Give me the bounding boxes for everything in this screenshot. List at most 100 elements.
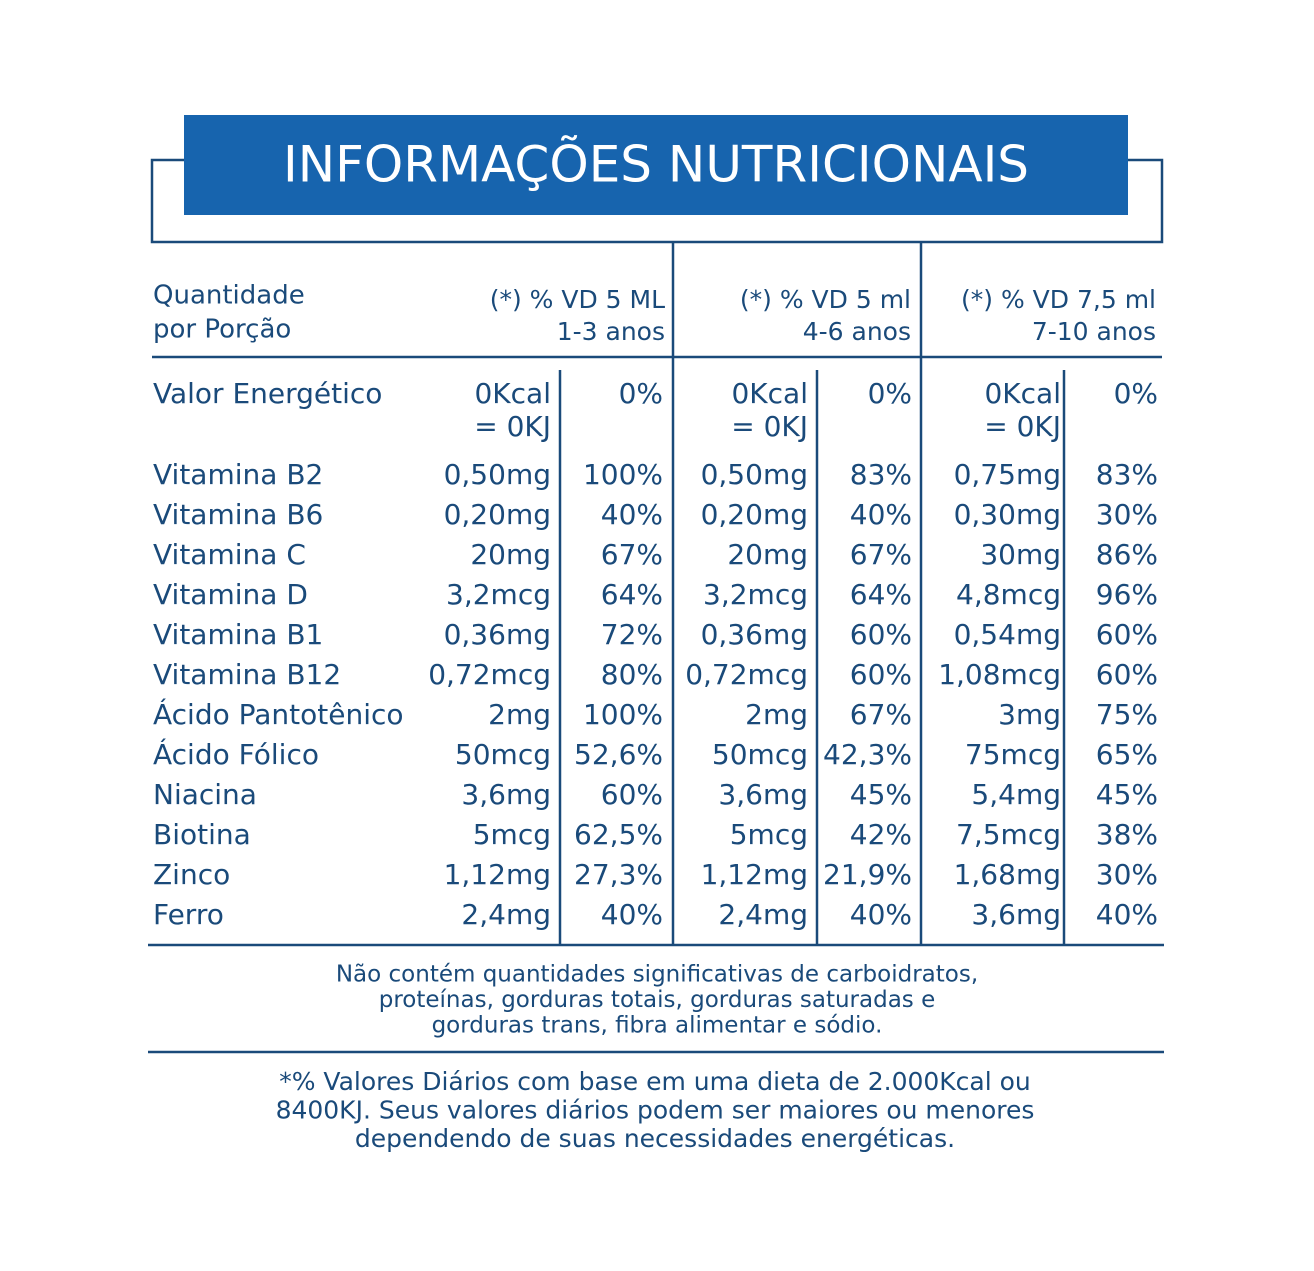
amount: 2,4mg <box>718 898 808 931</box>
daily-value: 0% <box>1114 377 1158 410</box>
nutrient-name: Zinco <box>153 858 230 891</box>
amount: 3,6mg <box>461 778 551 811</box>
amount: 50mcg <box>712 738 808 771</box>
column-header: (*) % VD 7,5 ml <box>961 285 1156 314</box>
column-header: 7-10 anos <box>1032 317 1156 346</box>
amount: = 0KJ <box>731 410 808 443</box>
amount: 3,6mg <box>971 898 1061 931</box>
amount: 3,6mg <box>718 778 808 811</box>
amount: 1,12mg <box>444 858 551 891</box>
amount: 2mg <box>745 698 808 731</box>
daily-value: 42,3% <box>823 738 912 771</box>
daily-value: 86% <box>1096 538 1158 571</box>
amount: 0,50mg <box>701 458 808 491</box>
amount: = 0KJ <box>984 410 1061 443</box>
amount: 0,54mg <box>954 618 1061 651</box>
daily-value: 45% <box>850 778 912 811</box>
daily-value: 60% <box>1096 618 1158 651</box>
daily-value: 96% <box>1096 578 1158 611</box>
amount: 0Kcal <box>474 377 551 410</box>
nutrient-name: Vitamina B2 <box>153 458 323 491</box>
amount: 1,08mcg <box>938 658 1061 691</box>
daily-value: 64% <box>601 578 663 611</box>
nutrient-name: Ferro <box>153 898 224 931</box>
daily-value: 40% <box>601 498 663 531</box>
daily-value: 60% <box>1096 658 1158 691</box>
amount: 0Kcal <box>731 377 808 410</box>
daily-value: 67% <box>850 538 912 571</box>
amount: 75mcg <box>965 738 1061 771</box>
amount: = 0KJ <box>474 410 551 443</box>
daily-value: 30% <box>1096 498 1158 531</box>
daily-value: 100% <box>583 458 663 491</box>
nutrient-name: Vitamina B1 <box>153 618 323 651</box>
amount: 0,50mg <box>444 458 551 491</box>
amount: 20mg <box>470 538 551 571</box>
daily-value: 75% <box>1096 698 1158 731</box>
daily-value: 67% <box>850 698 912 731</box>
amount: 3mg <box>998 698 1061 731</box>
amount: 20mg <box>727 538 808 571</box>
daily-value: 38% <box>1096 818 1158 851</box>
nutrient-name: Niacina <box>153 778 257 811</box>
amount: 0,72mcg <box>685 658 808 691</box>
column-header: 4-6 anos <box>803 317 911 346</box>
daily-value: 60% <box>850 618 912 651</box>
amount: 5,4mg <box>971 778 1061 811</box>
daily-value: 45% <box>1096 778 1158 811</box>
amount: 7,5mcg <box>956 818 1061 851</box>
daily-value: 83% <box>850 458 912 491</box>
amount: 0,20mg <box>444 498 551 531</box>
note: Não contém quantidades significativas de… <box>336 962 978 988</box>
nutrient-name: Ácido Fólico <box>153 737 319 771</box>
footnote: *% Valores Diários com base em uma dieta… <box>279 1067 1031 1096</box>
daily-value: 64% <box>850 578 912 611</box>
nutrient-name: Ácido Pantotênico <box>153 697 404 731</box>
nutrient-name: Vitamina D <box>153 578 308 611</box>
daily-value: 0% <box>619 377 663 410</box>
nutrient-name: Vitamina B6 <box>153 498 323 531</box>
nutrient-name: Biotina <box>153 818 251 851</box>
column-header: 1-3 anos <box>557 317 665 346</box>
nutrient-name: Valor Energético <box>153 377 382 410</box>
daily-value: 40% <box>850 498 912 531</box>
amount: 3,2mcg <box>446 578 551 611</box>
amount: 0,36mg <box>701 618 808 651</box>
amount: 1,68mg <box>954 858 1061 891</box>
daily-value: 30% <box>1096 858 1158 891</box>
amount: 0Kcal <box>984 377 1061 410</box>
header-label: Quantidade <box>153 281 305 311</box>
amount: 0,36mg <box>444 618 551 651</box>
amount: 0,20mg <box>701 498 808 531</box>
daily-value: 40% <box>601 898 663 931</box>
amount: 30mg <box>980 538 1061 571</box>
amount: 5mcg <box>730 818 808 851</box>
nutrient-name: Vitamina B12 <box>153 658 341 691</box>
daily-value: 60% <box>850 658 912 691</box>
amount: 0,72mcg <box>428 658 551 691</box>
amount: 4,8mcg <box>956 578 1061 611</box>
nutrient-name: Vitamina C <box>153 538 306 571</box>
column-header: (*) % VD 5 ML <box>490 285 665 314</box>
amount: 0,75mg <box>954 458 1061 491</box>
daily-value: 21,9% <box>823 858 912 891</box>
column-header: (*) % VD 5 ml <box>740 285 911 314</box>
daily-value: 62,5% <box>574 818 663 851</box>
frame <box>150 158 1164 244</box>
daily-value: 65% <box>1096 738 1158 771</box>
footnote: 8400KJ. Seus valores diários podem ser m… <box>276 1096 1035 1125</box>
amount: 2,4mg <box>461 898 551 931</box>
note: gorduras trans, fibra alimentar e sódio. <box>432 1013 883 1039</box>
daily-value: 83% <box>1096 458 1158 491</box>
daily-value: 42% <box>850 818 912 851</box>
daily-value: 40% <box>1096 898 1158 931</box>
amount: 3,2mcg <box>703 578 808 611</box>
daily-value: 52,6% <box>574 738 663 771</box>
title-box <box>184 115 1128 215</box>
footnote: dependendo de suas necessidades energéti… <box>355 1124 955 1153</box>
amount: 2mg <box>488 698 551 731</box>
daily-value: 100% <box>583 698 663 731</box>
daily-value: 40% <box>850 898 912 931</box>
